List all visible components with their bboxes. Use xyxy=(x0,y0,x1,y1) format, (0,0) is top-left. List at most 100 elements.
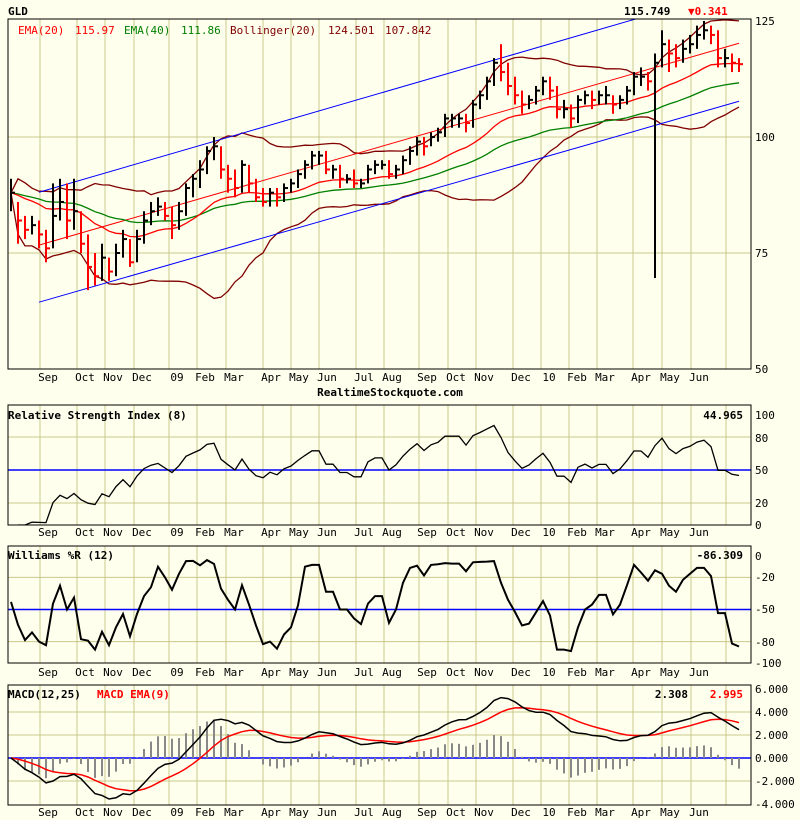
price-bar xyxy=(430,132,435,147)
tick-label: 0.000 xyxy=(755,752,788,765)
tick-label: 100 xyxy=(755,131,775,144)
price-bar xyxy=(171,206,176,240)
month-label: 10 xyxy=(542,666,555,679)
price-legend: EMA(20) 115.97 EMA(40) 111.86 Bollinger(… xyxy=(18,24,431,37)
tick-label: -80 xyxy=(755,636,775,649)
price-bar xyxy=(346,174,351,184)
month-label: Feb xyxy=(567,666,587,679)
price-bar xyxy=(185,183,190,216)
month-label: Sep xyxy=(38,806,58,819)
price-bar xyxy=(689,34,694,54)
month-label: Dec xyxy=(511,371,531,384)
williams-value: -86.309 xyxy=(697,549,743,562)
macd-signal-title: MACD EMA(9) xyxy=(97,688,170,701)
month-label: Oct xyxy=(75,666,95,679)
price-bar xyxy=(17,201,22,244)
month-label: Dec xyxy=(511,806,531,819)
month-label: Apr xyxy=(631,526,651,539)
ema40-label: EMA(40) xyxy=(124,24,170,37)
gridlines xyxy=(8,19,751,805)
month-label: Apr xyxy=(261,371,281,384)
price-bar xyxy=(724,48,729,68)
price-bar xyxy=(486,76,491,100)
price-bar xyxy=(38,220,43,249)
tick-label: -4.000 xyxy=(755,798,795,811)
price-bar xyxy=(108,257,113,281)
price-bar xyxy=(563,99,568,119)
price-bar xyxy=(542,76,547,96)
month-label: Apr xyxy=(631,666,651,679)
month-label: May xyxy=(289,526,309,539)
month-label: Jun xyxy=(689,371,709,384)
rsi-axis: 100 80 50 20 0 xyxy=(755,409,775,532)
month-label: Jun xyxy=(317,806,337,819)
month-label: Mar xyxy=(595,526,615,539)
month-labels: Sep Oct Nov Dec 09 Feb Mar Apr May Jun Jul Aug Sep Oc… xyxy=(38,371,709,819)
price-bar xyxy=(157,197,162,216)
month-label: Feb xyxy=(567,526,587,539)
price-bar xyxy=(311,150,316,170)
month-label: Mar xyxy=(224,526,244,539)
tick-label: -50 xyxy=(755,603,775,616)
month-label: Dec xyxy=(132,526,152,539)
price-bar xyxy=(73,178,78,230)
rsi-title: Relative Strength Index (8) xyxy=(8,409,187,422)
symbol-label: GLD xyxy=(8,5,28,18)
tick-label: 100 xyxy=(755,409,775,422)
price-bar xyxy=(521,90,526,114)
price-bar xyxy=(577,95,582,124)
price-bar xyxy=(619,95,624,110)
month-label: Dec xyxy=(132,371,152,384)
price-bar xyxy=(129,239,134,267)
month-label: Oct xyxy=(446,666,466,679)
month-label: Feb xyxy=(195,806,215,819)
price-bar xyxy=(668,39,673,73)
macd-title: MACD(12,25) xyxy=(8,688,81,701)
price-bar xyxy=(738,58,743,73)
tick-label: 0 xyxy=(755,550,762,563)
month-label: May xyxy=(289,371,309,384)
tick-label: 125 xyxy=(755,15,775,28)
price-bar xyxy=(584,90,589,105)
month-label: May xyxy=(660,666,680,679)
price-bar xyxy=(143,211,148,244)
price-bar xyxy=(640,67,645,86)
rsi-frame xyxy=(7,404,752,526)
month-label: Oct xyxy=(75,371,95,384)
price-bar xyxy=(59,178,64,221)
price-bar xyxy=(318,150,323,165)
month-label: Jun xyxy=(689,666,709,679)
price-bar xyxy=(556,85,561,119)
month-label: Mar xyxy=(595,666,615,679)
tick-label: 50 xyxy=(755,464,768,477)
month-label: Feb xyxy=(567,806,587,819)
main-frame xyxy=(7,18,752,370)
month-label: Jul xyxy=(354,371,374,384)
price-bar xyxy=(199,160,204,189)
price-bar xyxy=(283,183,288,202)
price-bar xyxy=(276,188,281,207)
last-price: 115.749 xyxy=(624,5,670,18)
price-bar xyxy=(591,90,596,110)
month-label: 09 xyxy=(170,666,183,679)
price-bar xyxy=(24,215,29,240)
price-bar xyxy=(164,201,169,221)
month-label: Jun xyxy=(317,526,337,539)
price-bar xyxy=(367,164,372,184)
price-bar xyxy=(255,178,260,202)
price-bar xyxy=(479,90,484,110)
watermark: RealtimeStockquote.com xyxy=(317,386,463,399)
month-label: Sep xyxy=(417,666,437,679)
price-bar xyxy=(94,253,99,286)
price-bar xyxy=(136,229,141,263)
month-label: Jun xyxy=(689,526,709,539)
trend-channel-upper xyxy=(38,19,638,193)
price-bar xyxy=(731,53,736,73)
price-bar xyxy=(234,169,239,198)
price-bar xyxy=(549,76,554,100)
month-label: 10 xyxy=(542,371,555,384)
ema20-line xyxy=(10,62,740,238)
month-label: Nov xyxy=(103,526,123,539)
bollinger-upper-line xyxy=(10,19,740,196)
price-bar xyxy=(437,127,442,142)
